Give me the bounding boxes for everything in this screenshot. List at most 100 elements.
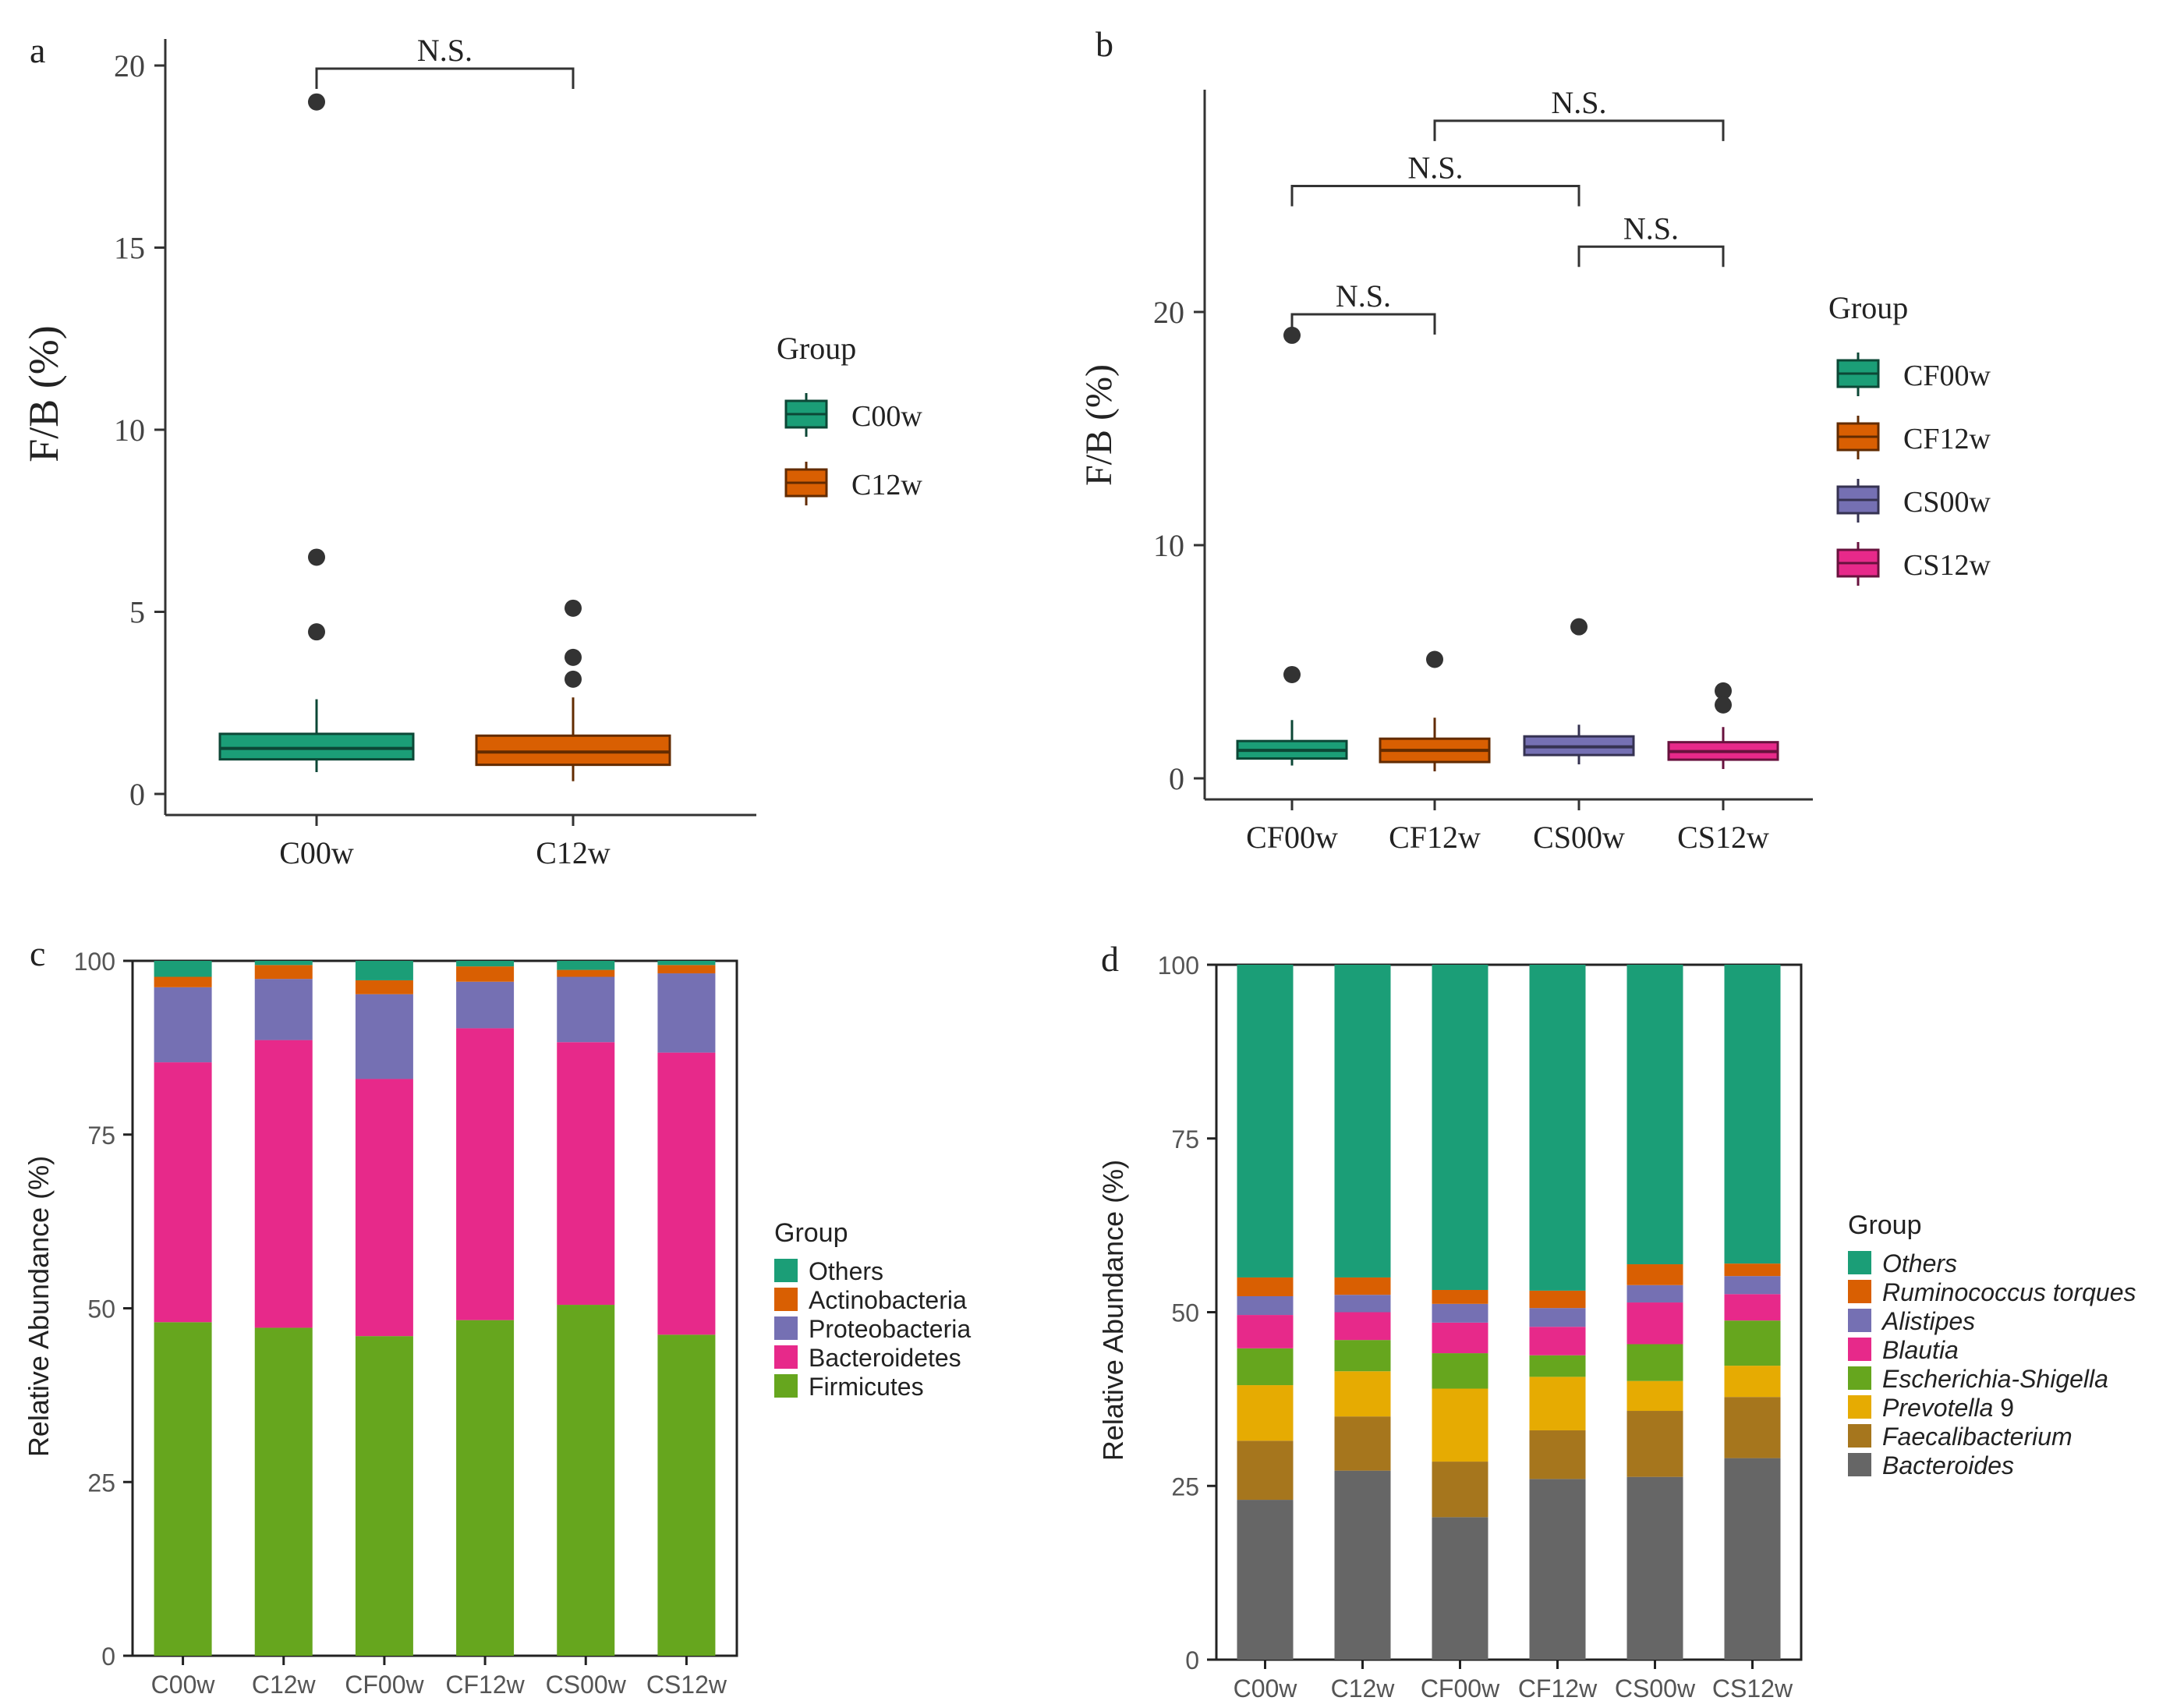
x-tick-label: CF12w — [1389, 820, 1481, 855]
plot-frame — [1215, 963, 1803, 1661]
bar-segment-others — [355, 961, 413, 980]
y-axis-title: Relative Abundance (%) — [1097, 1160, 1129, 1461]
bar-segment-blautia — [1724, 1294, 1781, 1321]
bar-segment-alistipes — [1334, 1295, 1391, 1313]
significance-label: N.S. — [1623, 211, 1679, 246]
legend-label: Others — [1882, 1249, 1957, 1277]
bar-segment-alistipes — [1724, 1276, 1781, 1295]
bar-segment-bacteroidetes — [154, 1062, 212, 1323]
outlier-point — [1570, 618, 1588, 636]
legend-label-name: Blautia — [1882, 1336, 1959, 1364]
legend-swatch-blautia — [1848, 1338, 1871, 1361]
outlier-point — [565, 648, 582, 666]
x-tick-label: C12w — [252, 1671, 317, 1699]
legend-label: Blautia — [1882, 1336, 1959, 1364]
outlier-point — [1283, 326, 1301, 344]
legend-swatch-others — [774, 1259, 798, 1282]
bar-segment-others — [657, 961, 716, 966]
legend-label-name: Proteobacteria — [809, 1315, 971, 1343]
bar-segment-others — [1237, 965, 1294, 1277]
bar-segment-ruminococcus-torques — [1334, 1277, 1391, 1295]
legend-label-name: Faecalibacterium — [1882, 1423, 2072, 1451]
y-tick-label: 75 — [1171, 1125, 1199, 1153]
legend-label-name: Ruminococcus torques — [1882, 1278, 2136, 1306]
bar-segment-bacteroides — [1334, 1470, 1391, 1660]
x-tick-label: CF00w — [1246, 820, 1338, 855]
panel-label: a — [30, 30, 45, 70]
bar-segment-escherichia-shigella — [1529, 1355, 1586, 1377]
bar-segment-bacteroides — [1432, 1517, 1488, 1660]
legend-label: Proteobacteria — [809, 1315, 971, 1343]
legend-label: Firmicutes — [809, 1373, 924, 1401]
significance-bracket — [1290, 313, 1436, 335]
bar-segment-alistipes — [1626, 1285, 1683, 1303]
bar-segment-others — [1432, 965, 1488, 1290]
y-tick-label: 50 — [1171, 1299, 1199, 1327]
legend-label-name: Alistipes — [1881, 1307, 1975, 1335]
bar-segment-prevotella — [1529, 1377, 1586, 1430]
legend-swatch-others — [1848, 1251, 1871, 1274]
bar-segment-actinobacteria — [557, 969, 615, 977]
legend-label: C12w — [851, 469, 922, 501]
bar-segment-escherichia-shigella — [1626, 1344, 1683, 1381]
bar-segment-ruminococcus-torques — [1724, 1263, 1781, 1277]
legend-label: Actinobacteria — [809, 1286, 967, 1314]
bar-segment-ruminococcus-torques — [1529, 1290, 1586, 1309]
legend-label-name: Others — [1882, 1249, 1957, 1277]
bar-segment-actinobacteria — [355, 980, 413, 994]
bar-segment-firmicutes — [154, 1322, 212, 1656]
legend-label-name: Escherichia-Shigella — [1882, 1365, 2108, 1393]
bar-segment-bacteroidetes — [657, 1052, 716, 1335]
legend-swatch-escherichia-shigella — [1848, 1366, 1871, 1390]
bar-segment-faecalibacterium — [1432, 1462, 1488, 1518]
y-tick-label: 0 — [101, 1642, 115, 1671]
bar-segment-actinobacteria — [456, 966, 515, 982]
x-tick-label: C12w — [536, 835, 611, 870]
bar-segment-actinobacteria — [657, 965, 716, 974]
significance-bracket — [1433, 119, 1725, 141]
y-axis-title: Relative Abundance (%) — [23, 1156, 55, 1457]
legend-swatch-bacteroidetes — [774, 1345, 798, 1369]
bar-segment-alistipes — [1529, 1308, 1586, 1327]
panel-label: d — [1101, 939, 1119, 979]
legend-label: CF00w — [1903, 360, 1991, 392]
outlier-point — [1426, 650, 1443, 668]
bar-segment-others — [1724, 965, 1781, 1264]
outlier-point — [565, 670, 582, 688]
legend-swatch-firmicutes — [774, 1374, 798, 1398]
x-tick-label: CS00w — [546, 1671, 627, 1699]
bar-segment-blautia — [1334, 1312, 1391, 1341]
x-tick-label: C00w — [151, 1671, 216, 1699]
legend-title: Group — [1848, 1210, 1922, 1240]
bar-segment-bacteroidetes — [557, 1042, 615, 1306]
y-tick-label: 100 — [1158, 951, 1199, 980]
bar-segment-others — [1334, 965, 1391, 1277]
y-tick-label: 0 — [129, 777, 145, 812]
panel-c: c 0 25 50 75 100 Relative Abundance (%) C00w C12… — [23, 934, 971, 1699]
bar-segment-bacteroidetes — [456, 1028, 515, 1320]
bar-segment-faecalibacterium — [1626, 1411, 1683, 1477]
bar-segment-escherichia-shigella — [1724, 1320, 1781, 1366]
legend-label-name: Others — [809, 1257, 883, 1285]
bar-segment-alistipes — [1237, 1296, 1294, 1316]
x-tick-label: CS00w — [1615, 1674, 1696, 1703]
bar-segment-prevotella — [1237, 1385, 1294, 1441]
x-tick-label: C00w — [1234, 1674, 1298, 1703]
bar-segment-escherichia-shigella — [1334, 1340, 1391, 1372]
legend-title: Group — [777, 331, 856, 366]
legend-swatch-ruminococcus-torques — [1848, 1280, 1871, 1303]
y-tick-label: 0 — [1185, 1646, 1199, 1674]
bar-segment-others — [1529, 965, 1586, 1291]
bar-segment-escherichia-shigella — [1432, 1353, 1488, 1389]
legend-label-name: Firmicutes — [809, 1373, 924, 1401]
legend-swatch-bacteroides — [1848, 1453, 1871, 1476]
panel-label: c — [30, 934, 45, 973]
legend-label: C00w — [851, 400, 922, 433]
outlier-point — [308, 93, 325, 111]
legend-swatch-alistipes — [1848, 1309, 1871, 1332]
bar-segment-others — [154, 961, 212, 977]
legend-label: CS00w — [1903, 486, 1991, 519]
significance-label: N.S. — [417, 33, 473, 68]
y-tick-label: 5 — [129, 595, 145, 630]
